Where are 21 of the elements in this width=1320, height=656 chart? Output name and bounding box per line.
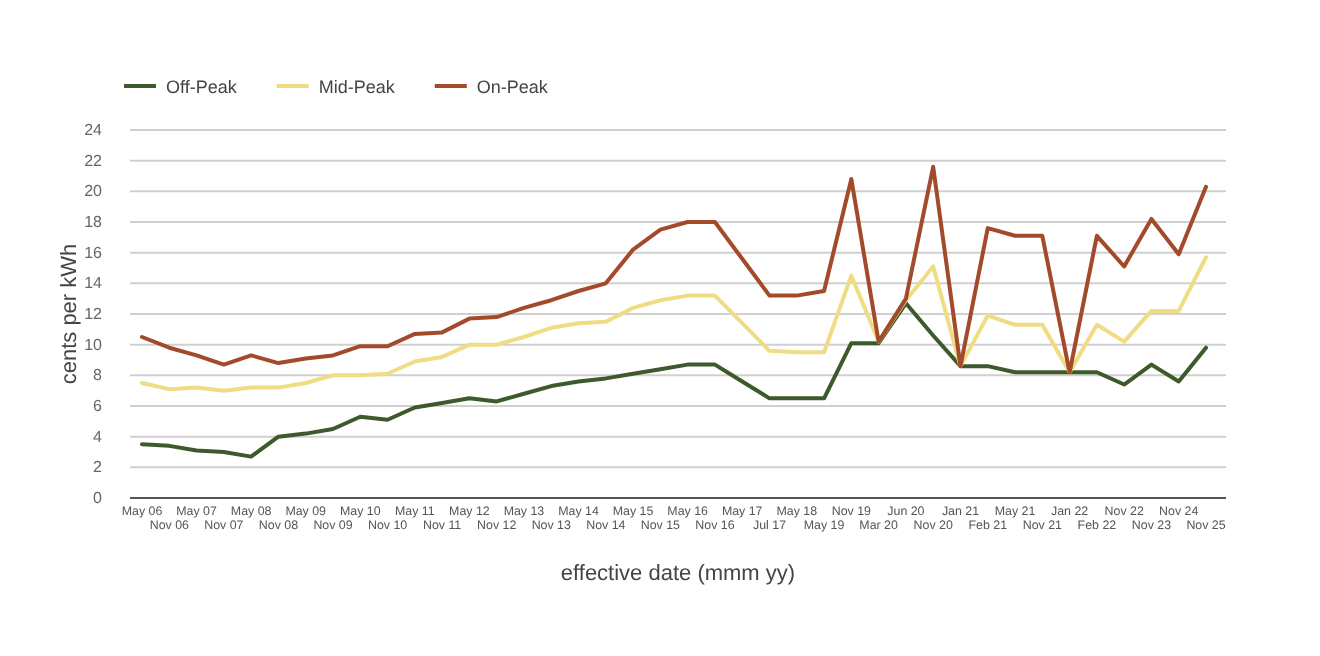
legend-label: On-Peak	[476, 77, 549, 97]
y-tick-label: 18	[84, 213, 104, 232]
y-tick-label: 16	[84, 243, 104, 262]
y-tick-label: 24	[84, 121, 104, 140]
legend-label: Off-Peak	[166, 77, 238, 97]
legend-label: Mid-Peak	[318, 77, 396, 97]
y-tick-label: 0	[93, 489, 104, 508]
line-series	[140, 255, 1208, 393]
y-axis-title: cents per kWh	[58, 243, 82, 385]
y-tick-label: 10	[84, 335, 104, 354]
y-tick-label: 12	[84, 305, 104, 324]
y-tick-label: 4	[93, 427, 104, 446]
y-tick-label: 2	[93, 458, 104, 477]
y-tick-label: 20	[84, 182, 104, 201]
y-tick-label: 22	[84, 151, 104, 170]
x-axis-title: effective date (mmm yy)	[560, 562, 796, 586]
y-tick-label: 8	[93, 366, 104, 385]
y-tick-label: 6	[93, 397, 104, 416]
y-tick-label: 14	[84, 274, 104, 293]
line-series	[140, 164, 1208, 375]
line-series	[140, 301, 1208, 459]
